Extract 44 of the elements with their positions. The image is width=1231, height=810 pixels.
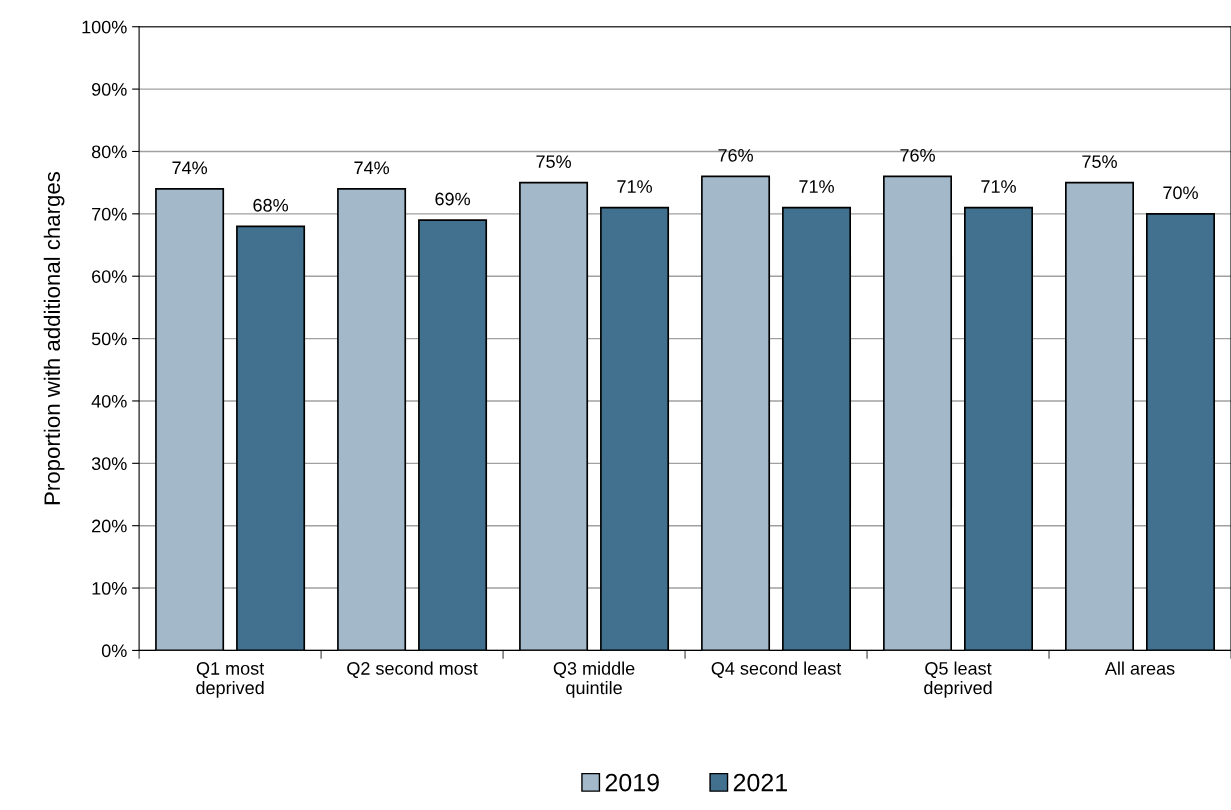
y-tick-label: 80% xyxy=(91,145,127,159)
data-label: 70% xyxy=(1163,186,1198,200)
y-axis-title: Proportion with additional charges xyxy=(43,171,65,505)
x-tick-label: Q3 middle quintile xyxy=(553,661,635,698)
bar xyxy=(701,175,771,651)
data-label: 71% xyxy=(981,180,1016,193)
y-tick-label: 90% xyxy=(92,83,127,96)
y-tick-label: 40% xyxy=(91,394,127,408)
bar xyxy=(782,206,852,651)
x-tick-label: Q2 second most xyxy=(347,661,478,679)
legend-label: 2021 xyxy=(733,773,787,792)
y-tick-label: 50% xyxy=(91,332,127,346)
data-label: 75% xyxy=(536,155,571,168)
x-tick-label: Q5 least deprived xyxy=(924,661,992,698)
bar xyxy=(600,206,670,651)
y-tick-label: 100% xyxy=(82,20,127,34)
bar xyxy=(1145,213,1216,651)
y-tick-label: 20% xyxy=(92,519,127,533)
bar xyxy=(236,225,306,651)
data-label: 71% xyxy=(617,180,652,193)
data-label: 76% xyxy=(718,148,753,162)
x-tick-label: Q1 most deprived xyxy=(196,662,265,698)
data-label: 68% xyxy=(253,198,289,212)
x-tick-label: Q4 second least xyxy=(711,661,842,679)
y-tick-label: 0% xyxy=(101,644,127,658)
data-label: 71% xyxy=(799,180,834,193)
data-label: 74% xyxy=(354,161,390,175)
y-tick-label: 10% xyxy=(92,581,127,595)
bar xyxy=(519,181,589,651)
x-tick-label: All areas xyxy=(1104,661,1175,675)
bar xyxy=(1065,181,1135,651)
y-tick-label: 70% xyxy=(92,207,127,221)
y-tick-label: 60% xyxy=(92,270,127,283)
bar xyxy=(418,219,488,651)
data-label: 69% xyxy=(435,192,470,206)
data-label: 76% xyxy=(900,148,935,162)
bar xyxy=(337,188,407,651)
bar xyxy=(883,175,953,651)
y-tick-label: 30% xyxy=(91,457,127,471)
bar xyxy=(964,206,1034,651)
data-label: 75% xyxy=(1082,155,1117,168)
bar xyxy=(155,188,225,651)
legend-label: 2019 xyxy=(605,773,659,792)
data-label: 74% xyxy=(172,161,208,175)
